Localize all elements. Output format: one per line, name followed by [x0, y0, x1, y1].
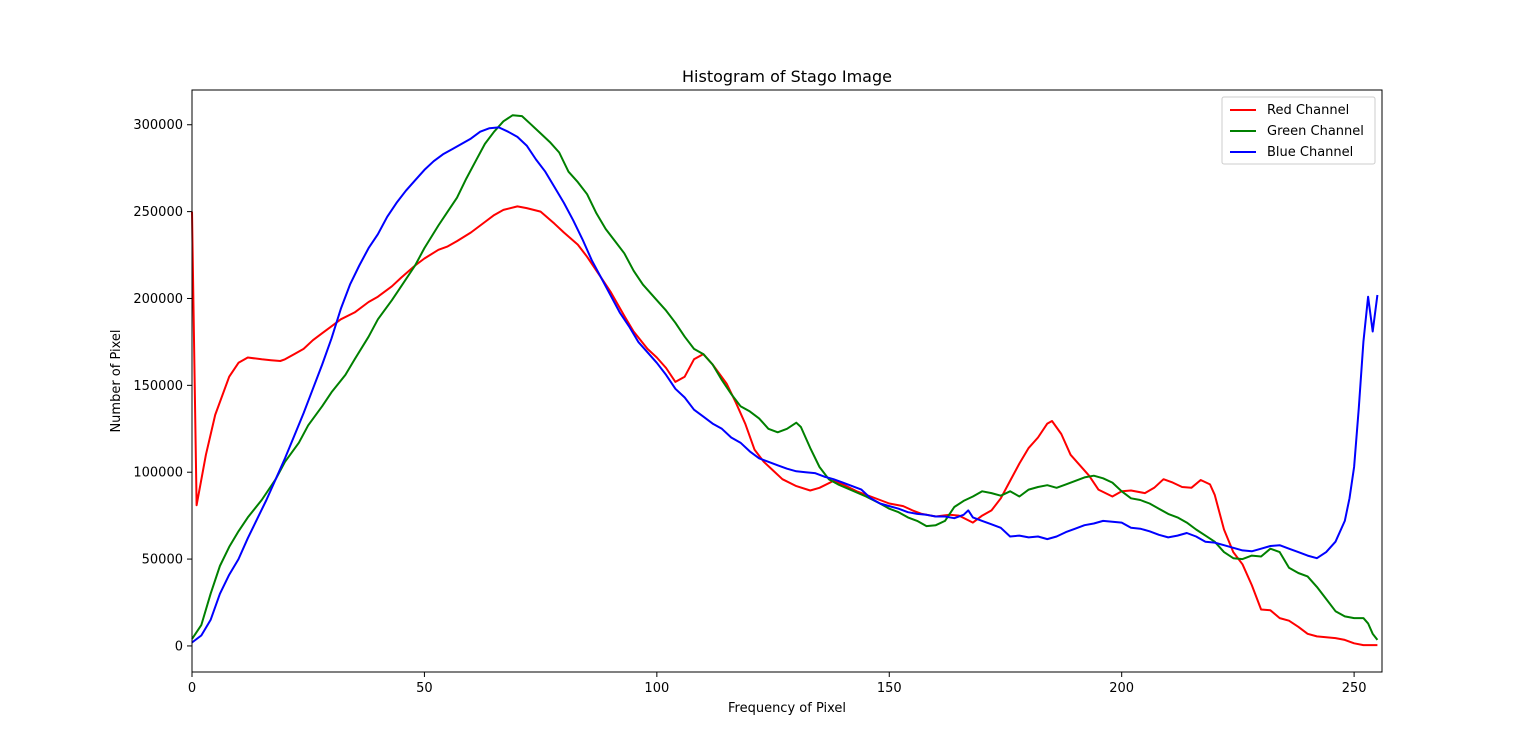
legend: Red Channel Green Channel Blue Channel [1221, 96, 1376, 165]
x-tick-label: 200 [1109, 681, 1134, 696]
y-tick-label: 300000 [133, 118, 183, 133]
legend-label-red: Red Channel [1267, 103, 1349, 118]
series-layer [191, 114, 1379, 647]
y-tick-label: 50000 [142, 553, 183, 568]
y-axis-label: Number of Pixel [109, 329, 124, 432]
x-axis-ticks: 0 50 100 150 200 250 [188, 672, 1367, 696]
chart-title: Histogram of Stago Image [682, 67, 892, 86]
legend-label-green: Green Channel [1267, 124, 1364, 139]
x-axis-label: Frequency of Pixel [728, 701, 846, 716]
y-tick-label: 200000 [133, 292, 183, 307]
x-tick-label: 250 [1342, 681, 1367, 696]
legend-box [1221, 96, 1376, 165]
x-tick-label: 50 [416, 681, 433, 696]
y-tick-label: 0 [175, 639, 183, 654]
x-tick-label: 0 [188, 681, 196, 696]
x-tick-label: 100 [644, 681, 669, 696]
y-tick-label: 250000 [133, 205, 183, 220]
series-line-red-channel [191, 205, 1378, 647]
x-tick-label: 150 [877, 681, 902, 696]
plot-frame [191, 89, 1383, 673]
y-axis-ticks: 0 50000 100000 150000 200000 250000 300000 [133, 118, 192, 654]
legend-label-blue: Blue Channel [1267, 145, 1353, 160]
series-line-green-channel [191, 114, 1379, 641]
y-tick-label: 150000 [133, 379, 183, 394]
series-line-blue-channel [191, 126, 1379, 644]
plot-area [192, 90, 1382, 672]
y-tick-label: 100000 [133, 466, 183, 481]
